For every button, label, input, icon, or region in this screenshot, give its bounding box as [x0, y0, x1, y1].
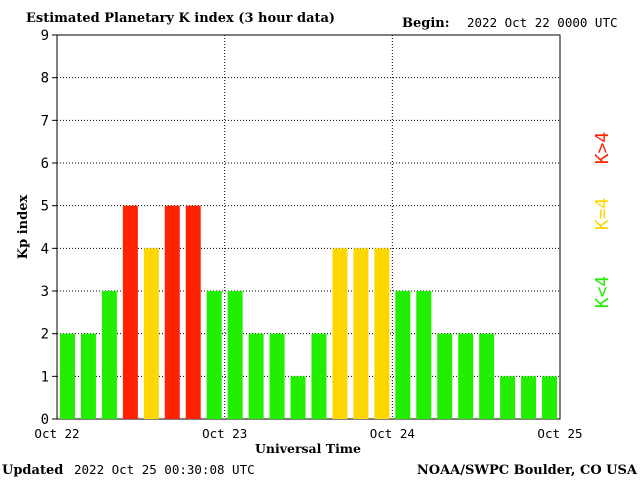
- kp-bar: [248, 333, 264, 419]
- grid-lines: [57, 35, 560, 419]
- y-tick-label: 3: [41, 284, 49, 300]
- x-tick-label: Oct 25: [537, 426, 582, 441]
- bar-group: [59, 205, 558, 419]
- begin-value: 2022 Oct 22 0000 UTC: [467, 15, 618, 30]
- x-tick-labels: Oct 22 Oct 23 Oct 24 Oct 25: [34, 426, 582, 441]
- legend-high: K>4: [592, 132, 613, 165]
- y-tick-label: 5: [41, 199, 49, 215]
- kp-bar: [353, 248, 369, 419]
- legend-low: K<4: [592, 276, 613, 309]
- plot-frame: [56, 34, 561, 420]
- y-tick-label: 1: [41, 369, 49, 385]
- kp-bar: [521, 376, 537, 419]
- kp-bar: [500, 376, 516, 419]
- kp-bar: [122, 205, 138, 419]
- kp-bar: [290, 376, 306, 419]
- kp-bar: [416, 291, 432, 419]
- kp-bar: [437, 333, 453, 419]
- y-tick-label: 9: [41, 28, 49, 44]
- y-tick-label: 8: [41, 71, 49, 87]
- kp-bar: [458, 333, 474, 419]
- y-tick-label: 4: [41, 241, 49, 257]
- y-tick-label: 6: [41, 156, 49, 172]
- kp-bar: [227, 291, 243, 419]
- x-axis-label: Universal Time: [255, 441, 361, 456]
- x-tick-label: Oct 23: [202, 426, 247, 441]
- kp-bar: [206, 291, 222, 419]
- kp-bar: [374, 248, 390, 419]
- kp-bar: [59, 333, 75, 419]
- y-tick-labels: 0 1 2 3 4 5 6 7 8 9: [41, 28, 57, 428]
- kp-bar: [332, 248, 348, 419]
- begin-label: Begin:: [402, 16, 450, 31]
- x-tick-label: Oct 22: [34, 426, 79, 441]
- chart-title: Estimated Planetary K index (3 hour data…: [26, 11, 335, 26]
- kp-bar: [101, 291, 117, 419]
- updated-label: Updated: [2, 463, 63, 478]
- credit-text: NOAA/SWPC Boulder, CO USA: [417, 463, 638, 478]
- kp-bar: [80, 333, 96, 419]
- y-tick-label: 7: [41, 113, 49, 129]
- y-tick-label: 0: [41, 412, 49, 428]
- y-axis-label: Kp index: [16, 195, 31, 260]
- x-tick-label: Oct 24: [370, 426, 415, 441]
- legend-mid: K=4: [592, 198, 613, 231]
- kp-bar: [143, 248, 159, 419]
- kp-bar: [542, 376, 558, 419]
- kp-bar: [395, 291, 411, 419]
- kp-bar: [185, 205, 201, 419]
- updated-value: 2022 Oct 25 00:30:08 UTC: [74, 462, 255, 477]
- kp-bar: [479, 333, 495, 419]
- kp-bar: [269, 333, 285, 419]
- y-tick-label: 2: [41, 327, 49, 343]
- kp-bar: [164, 205, 180, 419]
- kp-bar: [311, 333, 327, 419]
